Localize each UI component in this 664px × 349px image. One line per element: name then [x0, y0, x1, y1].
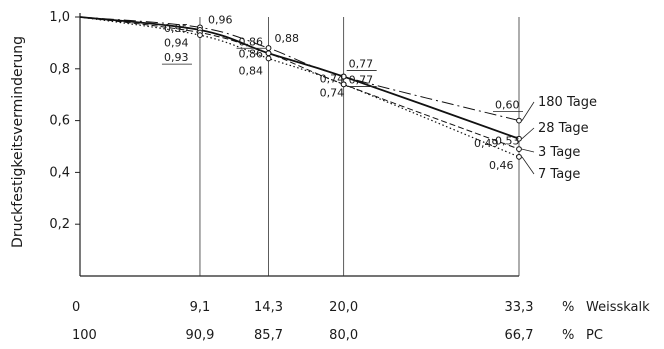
x-value-label: 66,7 — [505, 328, 534, 343]
value-label: 0,49 — [474, 137, 499, 150]
value-label: 0,86 — [239, 47, 264, 60]
legend-entry: 180 Tage — [538, 95, 597, 110]
x-row-name: Weisskalk — [586, 300, 650, 315]
x-value-label: 33,3 — [505, 300, 534, 315]
value-label: 0,74 — [320, 72, 345, 85]
x-unit-label: % — [562, 300, 574, 315]
legend-entry: 3 Tage — [538, 145, 580, 160]
value-label: 0,88 — [275, 32, 300, 45]
x-value-label: 80,0 — [329, 328, 358, 343]
points — [197, 24, 522, 160]
legend: 180 Tage 28 Tage 3 Tage 7 Tage — [521, 95, 597, 182]
data-point — [516, 117, 522, 124]
value-label: 0,60 — [495, 99, 520, 112]
y-axis-title: Druckfestigkeitsverminderung — [10, 36, 26, 248]
series-lines — [79, 16, 520, 158]
x-value-label: 9,1 — [190, 300, 211, 315]
value-label: 0,95 — [164, 22, 189, 35]
legend-leader — [521, 148, 535, 153]
y-tick-label: 0,4 — [49, 165, 70, 180]
data-point — [516, 146, 522, 152]
legend-leader — [521, 156, 535, 175]
value-label: 0,77 — [349, 74, 374, 87]
value-label: 0,96 — [208, 13, 233, 26]
value-labels: 0,96 0,88 0,77 0,60 0,95 0,86 0,77 0,53 0,94 0,86… — [161, 13, 523, 172]
x-value-label: 20,0 — [329, 300, 358, 315]
x-labels: 0 9,1 14,3 20,0 33,3% Weisskalk 100 90,9 85,7 80,… — [72, 300, 650, 343]
value-label: 0,74 — [320, 86, 345, 99]
value-label: 0,93 — [164, 51, 189, 64]
data-point — [516, 153, 522, 160]
y-tick-label: 1,0 — [49, 10, 70, 25]
series-line-28-tage — [79, 16, 520, 140]
y-tick-label: 0,2 — [49, 217, 70, 232]
x-unit-label: % — [562, 328, 574, 343]
legend-leader — [521, 101, 535, 121]
series-line-7-tage — [79, 16, 520, 158]
x-row-name: PC — [586, 328, 603, 343]
axes: 0,2 0,4 0,6 0,8 1,0 — [49, 10, 519, 277]
y-tick-label: 0,8 — [49, 62, 70, 77]
x-value-label: 90,9 — [185, 328, 214, 343]
x-value-label: 100 — [72, 328, 97, 343]
value-label: 0,77 — [349, 58, 374, 71]
data-point — [340, 73, 347, 80]
legend-leader — [521, 127, 535, 140]
data-point — [265, 45, 272, 51]
series-line-180-tage — [79, 16, 520, 122]
series-line-3-tage — [79, 16, 520, 150]
value-label: 0,94 — [164, 37, 189, 50]
data-point — [197, 32, 203, 39]
y-tick-label: 0,6 — [49, 114, 70, 129]
x-value-label: 14,3 — [254, 300, 283, 315]
data-point — [340, 81, 347, 88]
legend-entry: 7 Tage — [538, 167, 580, 182]
x-value-label: 85,7 — [254, 328, 283, 343]
value-label: 0,84 — [239, 64, 264, 77]
data-point — [265, 55, 272, 62]
value-label: 0,86 — [239, 35, 264, 48]
data-point — [516, 135, 522, 142]
value-label: 0,53 — [495, 135, 520, 148]
x-value-label: 0 — [72, 300, 80, 315]
value-label: 0,46 — [489, 159, 514, 172]
data-point — [265, 50, 272, 57]
legend-entry: 28 Tage — [538, 121, 589, 136]
